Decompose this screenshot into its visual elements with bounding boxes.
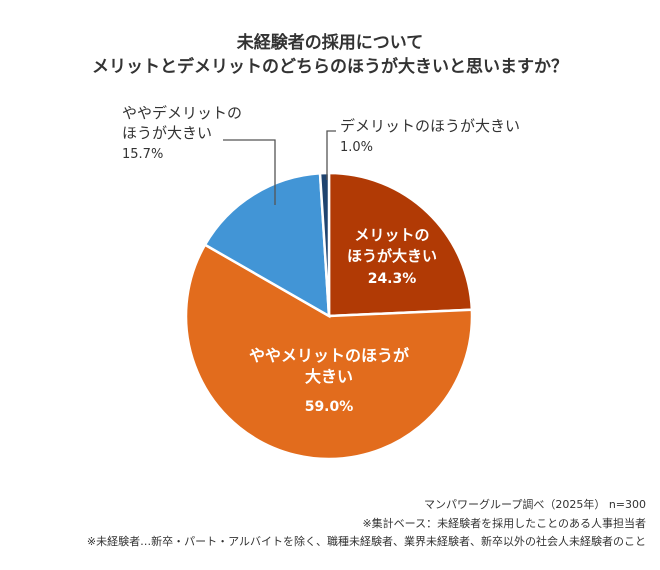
slice-value-slight-merit: 59.0% [305,399,354,415]
slice-label-slight-demerit: ほうが大きい [122,124,212,142]
pie-slice-merit [327,171,474,318]
chart-title-line-1: 未経験者の採用について [236,33,424,53]
definition-note: ※未経験者…新卒・パート・アルバイトを除く、職種未経験者、業界未経験者、新卒以外… [86,535,646,548]
pie-slice-slight-demerit [203,171,331,319]
slice-label-slight-demerit: ややデメリットの [122,104,242,122]
pie-slice-slight-merit [184,243,474,461]
leader-line-slight-demerit [223,139,276,205]
base-note: ※集計ベース：未経験者を採用したことのある人事担当者 [362,517,646,530]
slice-label-merit: メリットの [354,226,429,244]
slice-label-slight-merit: ややメリットのほうが [249,346,409,365]
pie-slice-demerit [318,171,331,317]
slice-label-merit: ほうが大きい [347,247,437,265]
slice-value-demerit: 1.0% [340,140,373,155]
slice-label-slight-merit: 大きい [305,367,353,386]
slice-label-demerit: デメリットのほうが大きい [340,117,520,135]
chart-title-line-2: メリットとデメリットのどちらのほうが大きいと思いますか？ [92,57,568,77]
leader-line-demerit [326,130,336,180]
slice-value-merit: 24.3% [368,271,417,287]
slice-value-slight-demerit: 15.7% [122,147,163,162]
source-note: マンパワーグループ調べ（2025年） n=300 [423,498,646,511]
